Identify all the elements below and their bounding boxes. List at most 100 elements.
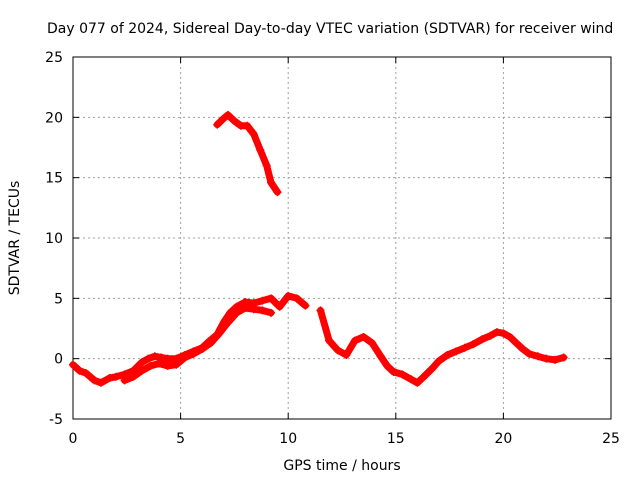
data-point	[512, 338, 521, 347]
data-point	[172, 360, 181, 369]
y-tick-label: -5	[49, 412, 63, 428]
data-point	[180, 353, 189, 362]
data-point	[249, 305, 258, 314]
series-secondary-trace	[120, 303, 275, 385]
data-point	[219, 114, 228, 123]
data-point	[316, 306, 325, 315]
data-point	[150, 352, 159, 361]
y-tick-label: 15	[45, 171, 63, 187]
data-point	[486, 331, 495, 340]
data-series	[69, 110, 568, 387]
series-trace	[121, 304, 275, 384]
data-point	[266, 178, 275, 187]
data-point	[137, 358, 146, 367]
data-point	[232, 308, 241, 317]
data-point	[266, 308, 275, 317]
data-point	[256, 145, 265, 154]
data-point	[155, 359, 164, 368]
series-isolated-segment	[213, 110, 282, 197]
data-point	[419, 372, 428, 381]
data-point	[189, 349, 198, 358]
data-point	[389, 367, 398, 376]
data-point	[275, 302, 284, 311]
series-main	[69, 291, 310, 387]
axis-ticks: 0 5 10 15 20 25 -5 0 5 10 15 20 25	[45, 50, 620, 447]
data-point	[266, 294, 275, 303]
data-point	[525, 349, 534, 358]
series-late-segment	[316, 306, 568, 387]
data-point	[258, 296, 267, 305]
y-tick-label: 20	[45, 110, 63, 126]
data-point	[292, 294, 301, 303]
data-point	[301, 301, 310, 310]
data-point	[157, 353, 166, 362]
data-point	[105, 373, 114, 382]
data-point	[215, 329, 224, 338]
data-point	[96, 378, 105, 387]
data-point	[112, 372, 121, 381]
data-point	[452, 347, 461, 356]
y-tick-label: 10	[45, 231, 63, 247]
data-point	[249, 130, 258, 139]
data-point	[262, 161, 271, 170]
data-point	[325, 336, 334, 345]
data-point	[559, 353, 568, 362]
data-point	[551, 355, 560, 364]
y-axis-label: SDTVAR / TECUs	[7, 181, 23, 296]
data-point	[428, 364, 437, 373]
chart-title: Day 077 of 2024, Sidereal Day-to-day VTE…	[47, 21, 613, 37]
data-point	[223, 318, 232, 327]
data-point	[163, 361, 172, 370]
data-point	[81, 369, 90, 378]
data-point	[505, 332, 514, 341]
data-point	[499, 329, 508, 338]
data-point	[350, 336, 359, 345]
data-point	[434, 357, 443, 366]
data-point	[137, 366, 146, 375]
data-point	[477, 335, 486, 344]
data-point	[518, 345, 527, 354]
data-point	[75, 366, 84, 375]
x-tick-label: 5	[176, 431, 185, 447]
data-point	[129, 372, 138, 381]
data-point	[333, 346, 342, 355]
data-point	[284, 291, 293, 300]
data-point	[368, 338, 377, 347]
data-point	[413, 378, 422, 387]
data-point	[223, 110, 232, 119]
data-point	[163, 354, 172, 363]
data-point	[273, 188, 282, 197]
data-point	[469, 340, 478, 349]
data-point	[198, 345, 207, 354]
data-point	[144, 354, 153, 363]
data-point	[243, 121, 252, 130]
data-point	[460, 343, 469, 352]
data-point	[376, 352, 385, 361]
x-tick-label: 20	[494, 431, 512, 447]
x-tick-label: 0	[69, 431, 78, 447]
x-tick-label: 15	[387, 431, 405, 447]
data-point	[90, 376, 99, 385]
data-point	[241, 303, 250, 312]
data-point	[383, 361, 392, 370]
data-point	[533, 352, 542, 361]
data-point	[213, 120, 222, 129]
data-point	[492, 328, 501, 337]
data-point	[206, 338, 215, 347]
data-point	[146, 361, 155, 370]
data-point	[443, 351, 452, 360]
data-point	[342, 351, 351, 360]
x-tick-label: 25	[602, 431, 620, 447]
data-point	[359, 332, 368, 341]
data-point	[69, 360, 77, 369]
y-tick-label: 25	[45, 50, 63, 66]
x-tick-label: 10	[279, 431, 297, 447]
data-point	[120, 376, 129, 385]
y-tick-label: 0	[54, 352, 63, 368]
data-point	[398, 370, 407, 379]
data-point	[542, 354, 551, 363]
data-point	[230, 116, 239, 125]
y-tick-label: 5	[54, 291, 63, 307]
data-point	[258, 306, 267, 315]
